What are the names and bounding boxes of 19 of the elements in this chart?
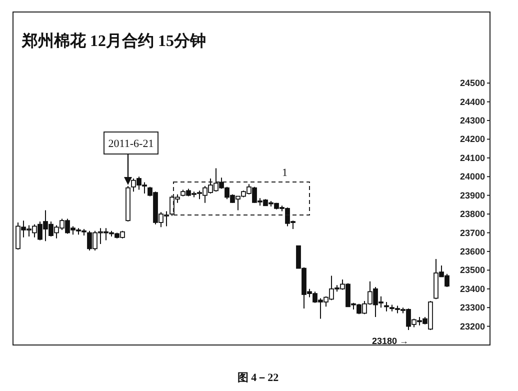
y-tick-label: 24300 <box>460 116 485 126</box>
y-tick-label: 23900 <box>460 190 485 200</box>
y-tick-label: 23400 <box>460 284 485 294</box>
y-tick-label: 23300 <box>460 302 485 313</box>
y-tick-label: 23500 <box>460 265 485 276</box>
y-tick-label: 24500 <box>460 78 485 88</box>
caption: 图 4－22 <box>237 372 280 384</box>
y-tick-label: 24400 <box>460 96 485 107</box>
text: 郑州棉花 12月合约 15分钟 <box>21 32 206 50</box>
annotation: 1 <box>282 167 288 179</box>
y-tick-label: 23800 <box>460 209 485 220</box>
y-tick-label: 24100 <box>460 152 485 163</box>
y-tick-label: 23700 <box>460 228 485 238</box>
y-tick-label: 23200 <box>460 321 485 332</box>
annotation: 23180 → <box>372 336 408 346</box>
y-tick-label: 24200 <box>460 134 485 144</box>
annotation: 2011-6-21 <box>108 138 154 150</box>
y-tick-label: 23600 <box>460 246 485 256</box>
y-tick-label: 24000 <box>460 172 485 182</box>
